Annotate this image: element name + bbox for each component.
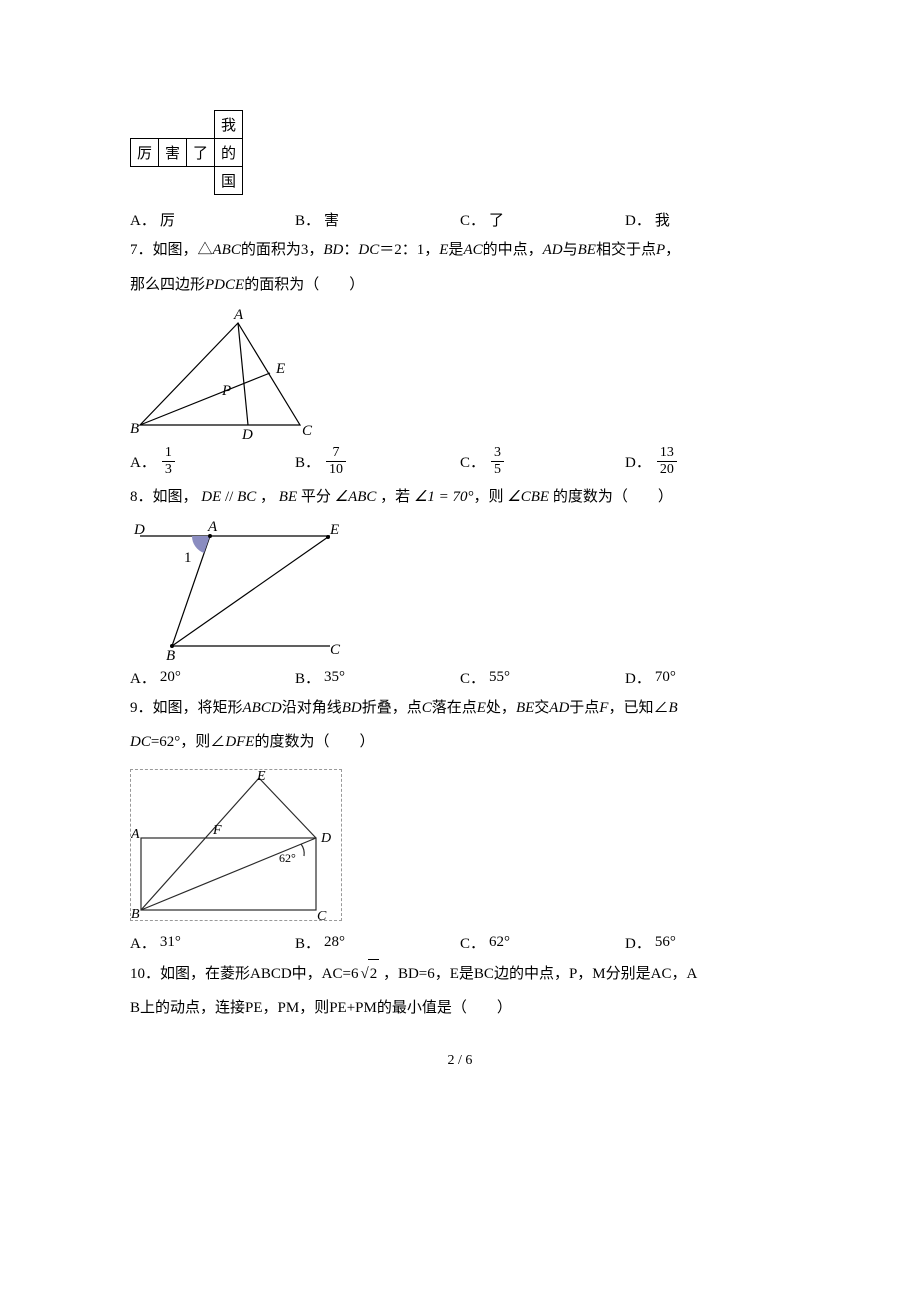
cell-hai: 害 <box>159 139 187 167</box>
q9-option-b: B． 28° <box>295 932 460 953</box>
q8-option-c: C． 55° <box>460 667 625 688</box>
label-B: B <box>131 907 140 920</box>
label-1: 1 <box>184 550 192 566</box>
q7-options: A． 1 3 B． 7 10 C． 3 5 D． 13 20 <box>130 446 790 477</box>
option-text: 28° <box>324 934 345 951</box>
q8-svg: D A E B C 1 <box>130 518 350 663</box>
label-B: B <box>166 648 175 663</box>
q9-option-a: A． 31° <box>130 932 295 953</box>
q9-svg: A B C D E F 62° <box>131 770 341 920</box>
option-text: 20° <box>160 669 181 686</box>
option-label: C． <box>460 667 485 688</box>
q8-option-b: B． 35° <box>295 667 460 688</box>
option-text: 62° <box>489 934 510 951</box>
q7-option-a: A． 1 3 <box>130 446 295 477</box>
label-E: E <box>329 522 339 538</box>
q8-figure: D A E B C 1 <box>130 518 790 663</box>
label-C: C <box>330 642 341 658</box>
q6-option-c: C． 了 <box>460 209 625 230</box>
fraction: 13 20 <box>657 446 677 477</box>
q9-option-c: C． 62° <box>460 932 625 953</box>
label-D: D <box>320 831 331 846</box>
option-label: A． <box>130 451 156 472</box>
q9-options: A． 31° B． 28° C． 62° D． 56° <box>130 932 790 953</box>
option-label: D． <box>625 451 651 472</box>
q9-figure: A B C D E F 62° <box>130 769 342 921</box>
label-B: B <box>130 421 139 437</box>
label-P: P <box>221 383 231 399</box>
label-E: E <box>275 361 285 377</box>
q9-option-d: D． 56° <box>625 932 790 953</box>
abc: ABC <box>213 242 241 258</box>
cell-de: 的 <box>215 139 243 167</box>
option-label: C． <box>460 932 485 953</box>
label-D: D <box>133 522 145 538</box>
q8-options: A． 20° B． 35° C． 55° D． 70° <box>130 667 790 688</box>
option-label: D． <box>625 667 651 688</box>
cell-le: 了 <box>187 139 215 167</box>
sqrt: √2 <box>358 959 379 989</box>
page-footer: 2 / 6 <box>130 1053 790 1069</box>
option-text: 厉 <box>160 209 175 230</box>
q6-option-a: A． 厉 <box>130 209 295 230</box>
q9-line1: 9．如图，将矩形ABCD沿对角线BD折叠，点C落在点E处，BE交AD于点F，已知… <box>130 694 790 723</box>
fraction: 3 5 <box>491 446 504 477</box>
q7-option-c: C． 3 5 <box>460 446 625 477</box>
q9-line2: DC=62°，则∠DFE的度数为（ ） <box>130 728 790 757</box>
q7-figure: A B C D E P <box>130 307 790 442</box>
crossword-table: 我 厉 害 了 的 国 <box>130 110 243 195</box>
fraction: 7 10 <box>326 446 346 477</box>
q7-option-b: B． 7 10 <box>295 446 460 477</box>
text: 7．如图，△ <box>130 242 213 258</box>
option-label: C． <box>460 209 485 230</box>
option-label: A． <box>130 667 156 688</box>
option-label: D． <box>625 209 651 230</box>
cell-li: 厉 <box>131 139 159 167</box>
q10-line2: B上的动点，连接PE，PM，则PE+PM的最小值是（ ） <box>130 994 790 1023</box>
q6-option-b: B． 害 <box>295 209 460 230</box>
q7-line2: 那么四边形PDCE的面积为（ ） <box>130 271 790 300</box>
option-text: 我 <box>655 209 670 230</box>
option-label: D． <box>625 932 651 953</box>
label-A: A <box>233 307 244 323</box>
q7-svg: A B C D E P <box>130 307 335 442</box>
label-E: E <box>256 770 266 784</box>
option-text: 了 <box>489 209 504 230</box>
label-F: F <box>212 823 222 838</box>
label-A: A <box>131 827 140 842</box>
option-label: B． <box>295 932 320 953</box>
label-C: C <box>317 909 327 920</box>
label-A: A <box>207 519 218 535</box>
option-text: 31° <box>160 934 181 951</box>
q6-option-d: D． 我 <box>625 209 790 230</box>
angle-62: 62° <box>279 851 296 865</box>
q8-option-d: D． 70° <box>625 667 790 688</box>
option-label: B． <box>295 451 320 472</box>
option-label: B． <box>295 209 320 230</box>
option-label: C． <box>460 451 485 472</box>
label-C: C <box>302 423 313 439</box>
option-text: 55° <box>489 669 510 686</box>
q8-option-a: A． 20° <box>130 667 295 688</box>
option-text: 70° <box>655 669 676 686</box>
q7-option-d: D． 13 20 <box>625 446 790 477</box>
q7-line1: 7．如图，△ABC的面积为3，BD：DC＝2：1，E是AC的中点，AD与BE相交… <box>130 236 790 265</box>
option-text: 56° <box>655 934 676 951</box>
fraction: 1 3 <box>162 446 175 477</box>
q8-line: 8．如图， DE // BC ， BE 平分 ∠ABC ，若 ∠1 = 70°，… <box>130 483 790 512</box>
crossword-figure: 我 厉 害 了 的 国 <box>130 110 790 195</box>
option-text: 害 <box>324 209 339 230</box>
cell-guo: 国 <box>215 167 243 195</box>
option-label: A． <box>130 209 156 230</box>
label-D: D <box>241 427 253 442</box>
option-label: A． <box>130 932 156 953</box>
cell-wo: 我 <box>215 111 243 139</box>
option-text: 35° <box>324 669 345 686</box>
q10-line1: 10．如图，在菱形ABCD中，AC=6√2 ，BD=6，E是BC边的中点，P，M… <box>130 959 790 989</box>
q6-options: A． 厉 B． 害 C． 了 D． 我 <box>130 209 790 230</box>
option-label: B． <box>295 667 320 688</box>
